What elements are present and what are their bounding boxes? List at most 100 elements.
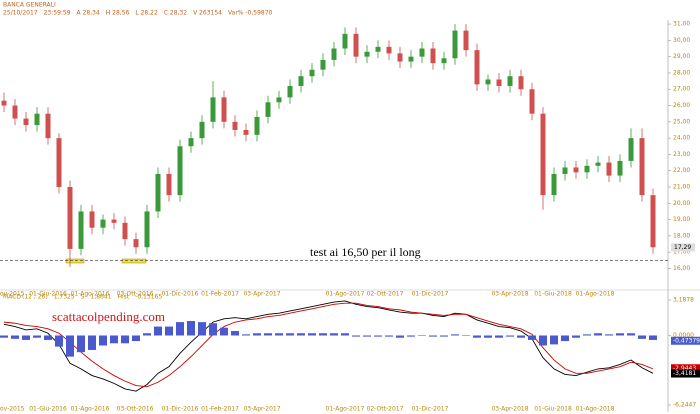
hist-bar — [407, 335, 415, 337]
highlight — [121, 258, 147, 264]
candle-body — [276, 97, 282, 103]
y-tick-label: 17,00 — [673, 249, 690, 256]
candle-body — [1, 100, 7, 106]
indicator-readout: 1,8641 — [91, 294, 112, 301]
hist-bar — [297, 333, 305, 336]
x-tick-label: 01-Giu-2018 — [534, 406, 572, 413]
candle-body — [595, 162, 601, 166]
hist-bar — [605, 334, 613, 336]
candle-body — [584, 165, 590, 173]
y-tick-label: 3,1878 — [673, 297, 694, 304]
hist-bar — [198, 322, 206, 336]
indicator-readout: Hist — [118, 294, 130, 301]
hist-bar — [561, 335, 569, 342]
candle-body — [562, 167, 568, 174]
hist-bar — [308, 333, 316, 336]
y-tick-label: 25,00 — [673, 118, 690, 125]
y-tick-label: 18,00 — [673, 232, 690, 239]
candle-body — [287, 85, 293, 98]
candle-body — [45, 113, 51, 139]
x-tick-label: 01-Ago-2016 — [71, 291, 110, 298]
y-tick-label: 19,00 — [673, 216, 690, 223]
x-tick-label: 01-Giu-2018 — [534, 291, 572, 298]
candle-body — [529, 89, 535, 114]
candle-body — [430, 48, 436, 64]
candle-body — [485, 79, 491, 85]
hist-bar — [374, 335, 382, 337]
x-tick-label: 01-Dic-2016 — [162, 291, 199, 298]
hist-bar — [66, 335, 74, 357]
x-tick-label: Nov-2015 — [0, 406, 25, 413]
candle-body — [166, 173, 172, 196]
candle-body — [375, 46, 381, 52]
x-tick-label: 01-Feb-2017 — [201, 406, 239, 413]
x-tick-label: 01-Giu-2016 — [29, 406, 67, 413]
header-field: H 28,56 — [106, 10, 130, 17]
candle-body — [210, 97, 216, 122]
last-price-label: 17,29 — [674, 244, 691, 251]
header-field: L 28,22 — [135, 10, 158, 17]
candle-body — [232, 121, 238, 130]
candle-body — [188, 138, 194, 147]
candle-body — [441, 58, 447, 64]
hist-bar — [396, 335, 404, 338]
last-value-box — [671, 364, 700, 373]
hist-bar — [429, 335, 437, 337]
x-tick-label: 03-Apr-2017 — [243, 291, 280, 298]
x-tick-label: 02-Ott-2017 — [367, 406, 404, 413]
x-tick-label: 03-Apr-2018 — [491, 291, 528, 298]
candle-body — [254, 116, 260, 135]
hist-bar — [220, 327, 228, 336]
x-tick-label: 01-Dic-2016 — [162, 406, 199, 413]
hist-bar — [616, 333, 624, 336]
hist-bar — [209, 323, 217, 336]
x-tick-label: 03-Ott-2016 — [117, 291, 154, 298]
candle-body — [452, 30, 458, 59]
hist-bar — [506, 335, 514, 337]
x-tick-label: 01-Dic-2017 — [412, 406, 449, 413]
candle-body — [474, 50, 480, 85]
hist-bar — [451, 334, 459, 336]
hist-bar — [330, 333, 338, 336]
candle-body — [111, 219, 117, 223]
hist-bar — [242, 334, 250, 336]
candle-body — [353, 33, 359, 57]
candle-body — [342, 33, 348, 49]
last-price-box — [671, 243, 695, 252]
hist-bar — [33, 335, 41, 338]
x-tick-label: 01-Giu-2016 — [29, 291, 67, 298]
header-field: 25/10/2017 — [3, 10, 38, 17]
symbol: BANCA GENERALI — [3, 2, 56, 9]
y-tick-label: 16,00 — [673, 265, 690, 272]
candle-body — [364, 51, 370, 57]
x-tick-label: 01-Ago-2018 — [576, 406, 615, 413]
candle-body — [221, 97, 227, 122]
last-value-label: -3,4181 — [673, 370, 696, 377]
candle-body — [540, 113, 546, 196]
y-tick-label: 28,00 — [673, 69, 690, 76]
candle-body — [122, 222, 128, 240]
candle-body — [573, 167, 579, 173]
hist-bar — [649, 335, 657, 340]
candle-body — [386, 46, 392, 54]
candle-body — [133, 239, 139, 248]
hist-bar — [275, 333, 283, 336]
hist-bar — [176, 322, 184, 336]
indicator-line — [3, 300, 654, 392]
watermark: scattacolpending.com — [52, 309, 165, 324]
hist-bar — [44, 335, 52, 340]
candle-body — [78, 211, 84, 249]
hist-bar — [385, 335, 393, 337]
hist-bar — [165, 326, 173, 336]
hist-bar — [517, 335, 525, 338]
candle-body — [397, 53, 403, 62]
hist-bar — [418, 335, 426, 336]
highlight — [65, 258, 85, 264]
y-tick-label: 21,00 — [673, 183, 690, 190]
y-tick-label: 27,00 — [673, 86, 690, 93]
candle-body — [507, 76, 513, 86]
header-field: A 28,34 — [77, 10, 100, 17]
hist-bar — [132, 335, 140, 342]
hist-bar — [286, 333, 294, 336]
header-field: V 263154 — [193, 10, 222, 17]
